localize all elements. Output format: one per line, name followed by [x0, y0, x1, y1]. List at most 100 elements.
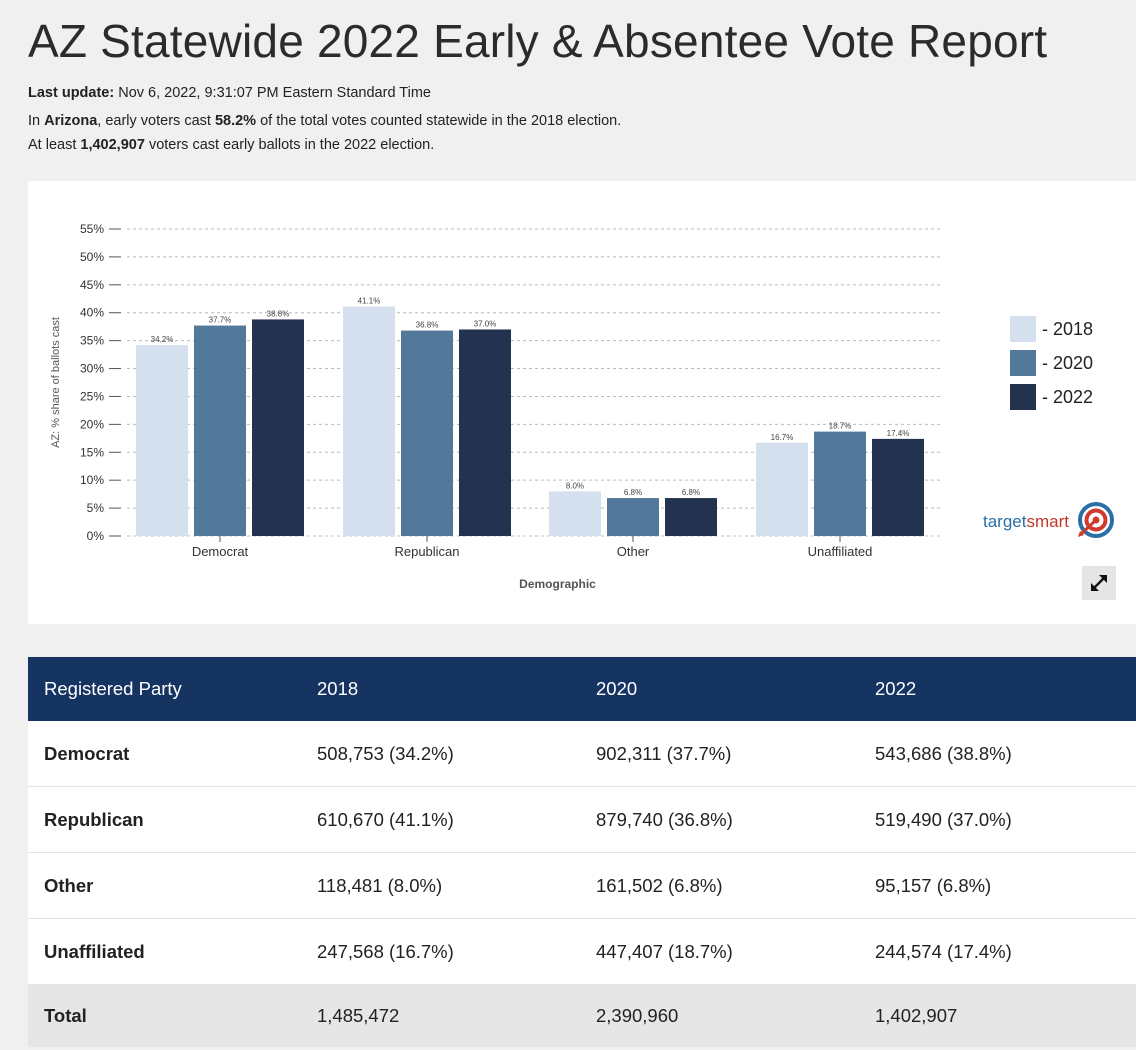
table-row: Unaffiliated 247,568 (16.7%) 447,407 (18… [28, 918, 1136, 985]
y-tick-label: 25% [80, 389, 104, 403]
last-update-label: Last update: [28, 85, 115, 101]
bar-data-label: 18.7% [829, 422, 852, 431]
expand-chart-button[interactable] [1082, 566, 1116, 600]
bar-data-label: 8.0% [566, 481, 584, 490]
early-share-suffix: of the total votes counted statewide in … [260, 113, 622, 129]
party-cell: Other [28, 852, 301, 919]
value-cell-2018: 118,481 (8.0%) [301, 852, 580, 919]
bar-2018-other [549, 491, 601, 536]
x-tick-label: Unaffiliated [808, 544, 873, 559]
y-tick-label: 40% [80, 306, 104, 320]
bar-data-label: 17.4% [887, 429, 910, 438]
total-cell-2020: 2,390,960 [580, 984, 859, 1047]
brand-text-target: target [983, 512, 1027, 531]
bar-data-label: 37.7% [209, 316, 232, 325]
legend-label-2020: - 2020 [1042, 352, 1094, 373]
early-count-value: 1,402,907 [80, 137, 145, 153]
legend-label-2018: - 2018 [1042, 318, 1094, 339]
value-cell-2018: 247,568 (16.7%) [301, 918, 580, 985]
party-cell: Democrat [28, 721, 301, 787]
bar-2018-democrat [136, 345, 188, 536]
value-cell-2020: 902,311 (37.7%) [580, 721, 859, 787]
last-update-line: Last update: Nov 6, 2022, 9:31:07 PM Eas… [28, 85, 431, 101]
value-cell-2020: 447,407 (18.7%) [580, 918, 859, 985]
brand-text: targetsmart [983, 512, 1069, 532]
legend-label-2022: - 2022 [1042, 386, 1094, 407]
bar-2022-democrat [252, 319, 304, 536]
header-registered-party[interactable]: Registered Party [28, 657, 301, 721]
bar-2020-democrat [194, 325, 246, 536]
bar-2022-unaffiliated [872, 438, 924, 536]
y-tick-label: 45% [80, 278, 104, 292]
legend-swatch-2018 [1010, 316, 1036, 342]
y-axis-title: AZ: % share of ballots cast [50, 317, 62, 448]
page-title: AZ Statewide 2022 Early & Absentee Vote … [28, 15, 1048, 67]
bar-data-label: 16.7% [771, 433, 794, 442]
y-tick-label: 55% [80, 222, 104, 236]
target-icon [1077, 502, 1114, 538]
header-2022[interactable]: 2022 [859, 657, 1136, 721]
y-tick-label: 5% [87, 501, 105, 515]
legend-swatch-2020 [1010, 350, 1036, 376]
total-cell-2018: 1,485,472 [301, 984, 580, 1047]
table-row: Republican 610,670 (41.1%) 879,740 (36.8… [28, 786, 1136, 853]
legend-swatch-2022 [1010, 384, 1036, 410]
legend-item-2022[interactable]: - 2022 [1010, 380, 1093, 414]
party-table: Registered Party 2018 2020 2022 Democrat… [28, 657, 1136, 1047]
bar-2020-unaffiliated [814, 431, 866, 536]
table-total-row: Total 1,485,472 2,390,960 1,402,907 [28, 984, 1136, 1047]
state-name: Arizona [44, 113, 98, 129]
bar-2018-republican [343, 306, 395, 536]
bar-2022-other [665, 498, 717, 536]
bar-data-label: 34.2% [151, 335, 174, 344]
early-share-mid: , early voters cast [97, 113, 211, 129]
value-cell-2020: 161,502 (6.8%) [580, 852, 859, 919]
total-cell-2022: 1,402,907 [859, 984, 1136, 1047]
table-row: Other 118,481 (8.0%) 161,502 (6.8%) 95,1… [28, 852, 1136, 919]
x-tick-label: Democrat [192, 544, 249, 559]
early-share-pct: 58.2% [214, 113, 257, 129]
y-tick-label: 35% [80, 334, 104, 348]
early-count-line: At least 1,402,907 voters cast early bal… [28, 137, 434, 153]
x-axis-title: Demographic [519, 577, 596, 591]
party-cell: Republican [28, 786, 301, 853]
x-tick-label: Republican [394, 544, 459, 559]
total-label-cell: Total [28, 984, 301, 1047]
value-cell-2022: 519,490 (37.0%) [859, 786, 1136, 853]
early-count-prefix: At least [28, 137, 77, 153]
last-update-value: Nov 6, 2022, 9:31:07 PM Eastern Standard… [118, 85, 431, 101]
value-cell-2020: 879,740 (36.8%) [580, 786, 859, 853]
y-tick-label: 30% [80, 362, 104, 376]
value-cell-2022: 244,574 (17.4%) [859, 918, 1136, 985]
legend-item-2020[interactable]: - 2020 [1010, 346, 1093, 380]
chart-legend: - 2018 - 2020 - 2022 [1010, 312, 1093, 414]
bar-data-label: 37.0% [474, 319, 497, 328]
expand-icon [1091, 575, 1107, 591]
bar-data-label: 36.8% [416, 321, 439, 330]
party-cell: Unaffiliated [28, 918, 301, 985]
value-cell-2018: 610,670 (41.1%) [301, 786, 580, 853]
early-share-line: In Arizona, early voters cast 58.2% of t… [28, 113, 621, 129]
bar-data-label: 41.1% [358, 297, 381, 306]
bar-chart: 0% 5% 10% 15% 20% 25% 30% 35% 40% 45% 50% 55% 34.2% 3… [50, 222, 940, 591]
bar-2020-other [607, 498, 659, 536]
bar-2018-unaffiliated [756, 442, 808, 536]
bar-2020-republican [401, 330, 453, 536]
table-row: Democrat 508,753 (34.2%) 902,311 (37.7%)… [28, 721, 1136, 787]
y-tick-label: 50% [80, 250, 104, 264]
legend-item-2018[interactable]: - 2018 [1010, 312, 1093, 346]
y-tick-label: 15% [80, 445, 104, 459]
y-tick-label: 10% [80, 473, 104, 487]
header-2020[interactable]: 2020 [580, 657, 859, 721]
value-cell-2018: 508,753 (34.2%) [301, 721, 580, 787]
header-2018[interactable]: 2018 [301, 657, 580, 721]
value-cell-2022: 543,686 (38.8%) [859, 721, 1136, 787]
brand-text-smart: smart [1026, 512, 1069, 531]
table-header-row: Registered Party 2018 2020 2022 [28, 657, 1136, 721]
x-tick-label: Other [617, 544, 650, 559]
bar-data-label: 6.8% [624, 488, 642, 497]
bar-data-label: 6.8% [682, 488, 700, 497]
y-tick-label: 0% [87, 529, 105, 543]
targetsmart-logo: targetsmart [983, 502, 1115, 542]
chart-card: 0% 5% 10% 15% 20% 25% 30% 35% 40% 45% 50% 55% 34.2% 3… [28, 181, 1136, 624]
